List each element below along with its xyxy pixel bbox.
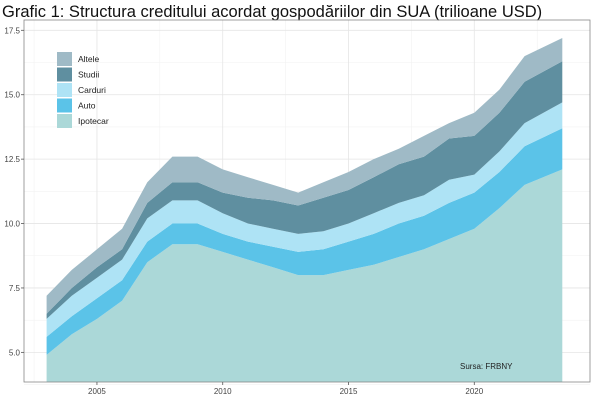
y-tick-label: 12.5 [4,155,20,164]
legend-swatch [57,98,72,113]
y-tick-label: 15.0 [4,91,20,100]
legend-swatch [57,67,72,82]
y-tick-label: 7.5 [9,284,21,293]
legend-label: Studii [78,70,99,80]
legend-label: Ipotecar [78,116,109,126]
axis-ticks: 5.0 7.5 10.0 12.5 15.0 17.5 2005 2010 2015 2020 [4,26,483,396]
area-auto [46,128,563,355]
x-tick-label: 2010 [214,387,232,396]
x-tick-label: 2015 [340,387,358,396]
chart-title: Grafic 1: Structura creditului acordat g… [2,3,542,21]
legend-swatch [57,83,72,97]
area-carduri [46,102,563,337]
legend-label: Auto [78,101,96,111]
y-tick-label: 10.0 [4,220,20,229]
area-ipotecar [46,169,563,382]
source-note: Sursa: FRBNY [460,362,513,371]
legend-label: Carduri [78,85,106,95]
y-tick-label: 5.0 [9,348,21,357]
legend: Altele Studii Carduri Auto Ipotecar [57,52,109,128]
areas [46,38,563,382]
x-tick-label: 2020 [465,387,483,396]
plot-border [23,19,591,383]
legend-label: Altele [78,54,100,64]
legend-swatch [57,114,72,128]
legend-swatch [57,52,72,66]
x-tick-label: 2005 [88,387,106,396]
y-tick-label: 17.5 [4,26,20,35]
